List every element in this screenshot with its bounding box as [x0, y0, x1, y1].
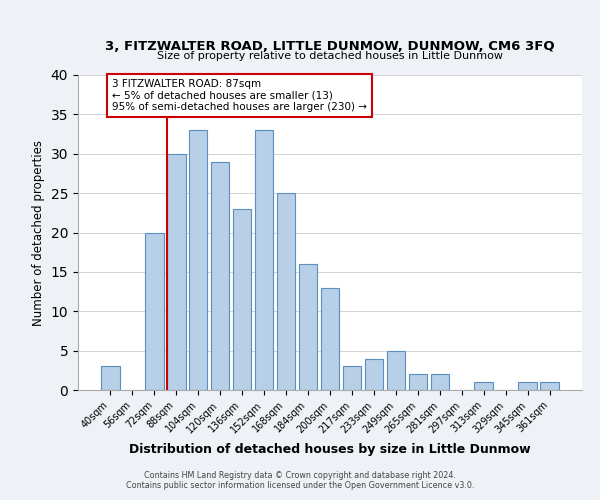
Bar	[541, 382, 559, 390]
Bar	[101, 366, 119, 390]
Bar	[233, 209, 251, 390]
Text: Size of property relative to detached houses in Little Dunmow: Size of property relative to detached ho…	[157, 51, 503, 61]
Bar	[386, 350, 405, 390]
Bar	[189, 130, 208, 390]
Text: Contains HM Land Registry data © Crown copyright and database right 2024.
Contai: Contains HM Land Registry data © Crown c…	[126, 470, 474, 490]
Bar	[343, 366, 361, 390]
Bar	[475, 382, 493, 390]
Bar	[320, 288, 340, 390]
Text: 3 FITZWALTER ROAD: 87sqm
← 5% of detached houses are smaller (13)
95% of semi-de: 3 FITZWALTER ROAD: 87sqm ← 5% of detache…	[112, 79, 367, 112]
Bar	[255, 130, 274, 390]
Y-axis label: Number of detached properties: Number of detached properties	[32, 140, 45, 326]
Bar	[211, 162, 229, 390]
Bar	[409, 374, 427, 390]
Bar	[431, 374, 449, 390]
Text: 3 FITZWALTER ROAD: 87sqm
← 5% of detached houses are smaller (13)
95% of semi-de: 3 FITZWALTER ROAD: 87sqm ← 5% of detache…	[0, 499, 1, 500]
Title: 3, FITZWALTER ROAD, LITTLE DUNMOW, DUNMOW, CM6 3FQ: 3, FITZWALTER ROAD, LITTLE DUNMOW, DUNMO…	[105, 40, 555, 53]
Bar	[299, 264, 317, 390]
Bar	[167, 154, 185, 390]
Bar	[365, 358, 383, 390]
Bar	[145, 232, 164, 390]
X-axis label: Distribution of detached houses by size in Little Dunmow: Distribution of detached houses by size …	[129, 443, 531, 456]
Bar	[518, 382, 537, 390]
Bar	[277, 193, 295, 390]
